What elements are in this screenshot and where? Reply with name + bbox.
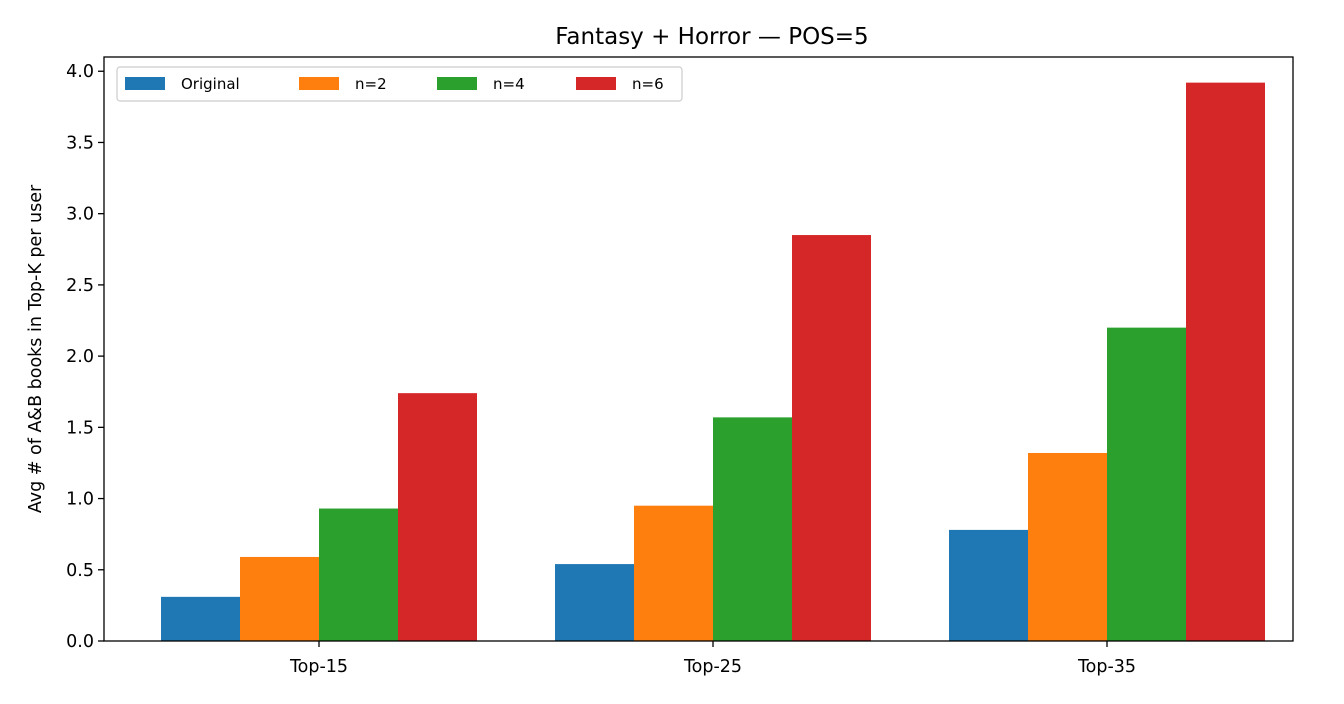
y-tick-label: 0.0	[66, 632, 94, 652]
legend-swatch-n2	[299, 77, 339, 90]
plot-frame	[103, 56, 1294, 642]
legend-box	[116, 66, 683, 102]
legend: Original n=2 n=4 n=6	[116, 66, 683, 102]
bar-top-25-n6	[792, 235, 871, 642]
legend-label: n=2	[355, 75, 387, 93]
y-tick-label: 0.5	[66, 561, 94, 581]
bar-top-15-original	[161, 596, 240, 641]
y-tick-label: 4.0	[66, 62, 94, 82]
legend-swatch-original	[125, 77, 165, 90]
bar-top-25-n2	[634, 505, 713, 641]
bar-top-15-n4	[319, 508, 398, 641]
y-tick-label: 2.0	[66, 347, 94, 367]
x-tick-label: Top-15	[289, 657, 348, 677]
legend-label: n=4	[493, 75, 525, 93]
bar-top-35-original	[949, 529, 1028, 641]
bar-top-35-n6	[1186, 82, 1265, 641]
bar-top-15-n2	[240, 556, 319, 641]
y-tick-label: 2.5	[66, 276, 94, 296]
y-tick-label: 1.5	[66, 418, 94, 438]
y-axis-label: Avg # of A&B books in Top-K per user	[26, 184, 46, 513]
bar-top-25-original	[555, 564, 634, 641]
legend-label: Original	[181, 75, 240, 93]
legend-swatch-n6	[576, 77, 616, 90]
axes-layer: 0.0 0.5 1.0 1.5 2.0 2.5 3.0 3.5 4.0 Top-15 Top-25 T…	[66, 56, 1294, 677]
bar-top-35-n4	[1107, 327, 1186, 641]
y-tick-label: 3.5	[66, 133, 94, 153]
x-tick-label: Top-35	[1077, 657, 1136, 677]
bar-top-25-n4	[713, 417, 792, 641]
bar-top-15-n6	[398, 393, 477, 641]
x-tick-label: Top-25	[683, 657, 742, 677]
y-tick-label: 1.0	[66, 490, 94, 510]
legend-swatch-n4	[437, 77, 477, 90]
bar-top-35-n2	[1028, 452, 1107, 641]
legend-label: n=6	[632, 75, 664, 93]
bars-layer	[161, 82, 1265, 642]
chart-title: Fantasy + Horror — POS=5	[555, 24, 868, 50]
y-tick-label: 3.0	[66, 205, 94, 225]
